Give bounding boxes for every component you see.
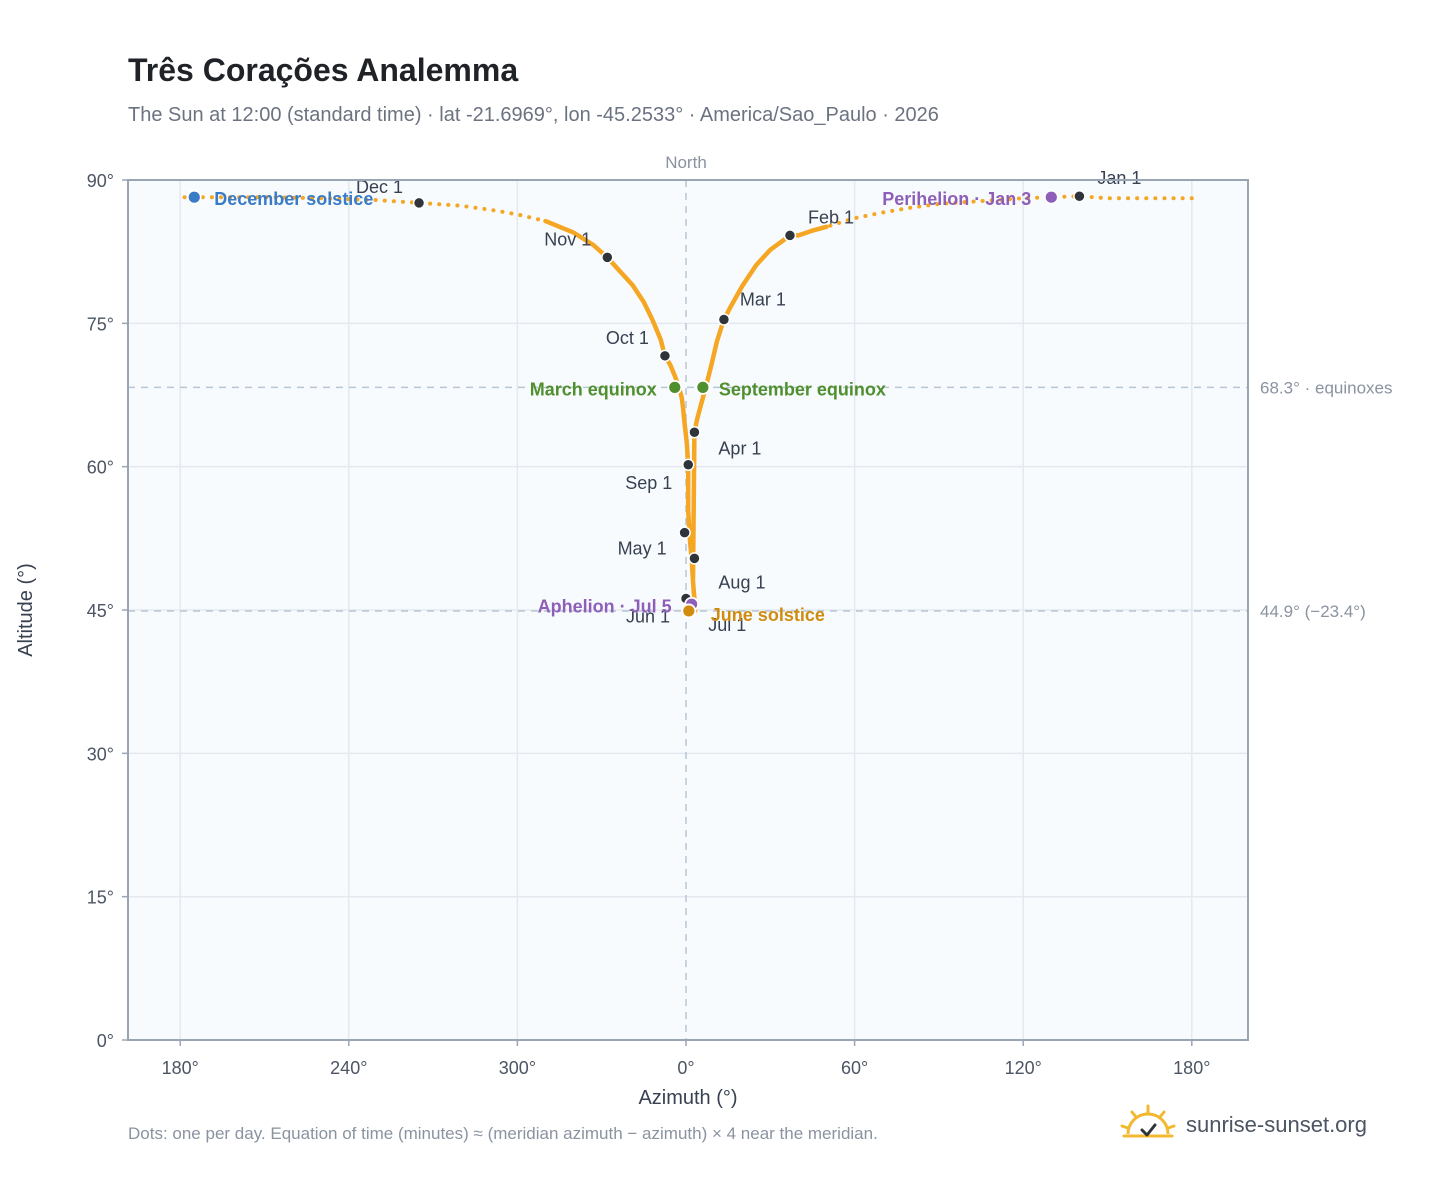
y-tick-label: 75° <box>87 314 114 334</box>
event-label: June solstice <box>711 605 825 625</box>
chart-subtitle: The Sun at 12:00 (standard time) · lat -… <box>128 104 939 126</box>
month-marker <box>783 229 797 242</box>
month-marker <box>412 196 426 210</box>
grid <box>128 180 1248 1040</box>
event-label: Perihelion · Jan 3 <box>882 189 1031 209</box>
month-marker <box>717 313 731 326</box>
month-label: Apr 1 <box>718 438 761 458</box>
brand-name: sunrise-sunset.org <box>1186 1112 1367 1137</box>
month-marker <box>688 552 701 565</box>
month-label: Feb 1 <box>808 207 854 227</box>
x-tick-label: 0° <box>677 1058 694 1078</box>
month-label: Nov 1 <box>544 229 591 249</box>
x-tick-label: 300° <box>499 1058 536 1078</box>
event-label: Aphelion · Jul 5 <box>538 596 672 616</box>
x-axis-title: Azimuth (°) <box>638 1087 737 1109</box>
month-label: Oct 1 <box>606 328 649 348</box>
month-label: Jul 1 <box>708 615 746 635</box>
footnote: Dots: one per day. Equation of time (min… <box>128 1124 878 1143</box>
labels: Jan 1 Feb 1 Mar 1 Apr 1 May 1 Jun 1 Jul 1 Aug 1… <box>214 168 1141 635</box>
month-marker <box>688 426 701 439</box>
y-tick-label: 90° <box>87 171 114 191</box>
x-tick-label: 180° <box>1173 1058 1210 1078</box>
month-label: May 1 <box>618 539 667 559</box>
event-marker <box>1043 189 1059 205</box>
event-label: December solstice <box>214 189 373 209</box>
y-tick-label: 15° <box>87 888 114 908</box>
y-tick-label: 0° <box>97 1031 114 1051</box>
event-label: March equinox <box>530 379 657 399</box>
x-tick-label: 60° <box>841 1058 868 1078</box>
month-label: Sep 1 <box>625 473 672 493</box>
reference-line-label: 68.3° · equinoxes <box>1260 378 1393 397</box>
month-label: Jun 1 <box>626 607 670 627</box>
analemma-dense-segment <box>543 218 829 614</box>
month-marker <box>1073 189 1086 203</box>
meridian-label: North <box>665 153 707 172</box>
brand[interactable]: sunrise-sunset.org <box>1120 1100 1367 1150</box>
month-label: Jan 1 <box>1097 168 1141 188</box>
x-tick-label: 180° <box>162 1058 199 1078</box>
y-tick-label: 60° <box>87 458 114 478</box>
month-label: Mar 1 <box>740 290 786 310</box>
y-axis-title: Altitude (°) <box>15 563 37 657</box>
month-marker <box>601 251 614 264</box>
sun-logo-icon <box>1120 1104 1176 1138</box>
event-marker <box>186 189 202 205</box>
y-tick-label: 30° <box>87 744 114 764</box>
x-tick-label: 240° <box>330 1058 367 1078</box>
y-tick-label: 45° <box>87 601 114 621</box>
month-label: Aug 1 <box>718 572 765 592</box>
event-marker <box>695 379 711 395</box>
month-label: Dec 1 <box>356 177 403 197</box>
axes: 180° 240° 300° 0° 60° 120° 180° 0° 15° 30° 45° 60° 7… <box>15 171 1249 1109</box>
event-marker <box>667 379 683 395</box>
event-marker <box>681 603 697 619</box>
month-marker <box>678 526 691 539</box>
reference-line-label: 44.9° (−23.4°) <box>1260 602 1366 621</box>
analemma-curve <box>178 189 1194 619</box>
chart-title: Três Corações Analemma <box>128 52 519 88</box>
month-marker <box>658 349 672 363</box>
x-tick-label: 120° <box>1005 1058 1042 1078</box>
event-label: September equinox <box>719 379 886 399</box>
month-marker <box>681 458 695 472</box>
